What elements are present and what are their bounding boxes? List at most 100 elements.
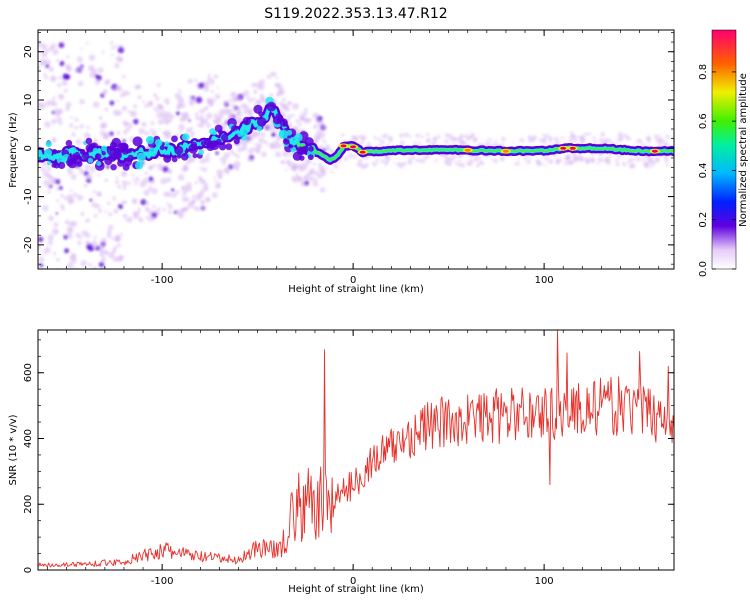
spectrogram-cell (318, 131, 326, 139)
spectrogram-cell (92, 147, 99, 154)
spectrogram-cell (231, 94, 235, 97)
spectrogram-cell (617, 131, 623, 137)
spectrogram-cell (53, 222, 59, 228)
spectrogram-cell (97, 67, 104, 74)
spectrogram-cell (148, 101, 153, 107)
spectrogram-cell (66, 159, 74, 167)
spectrogram-cell (304, 180, 310, 186)
spectrogram-cell (65, 101, 72, 108)
spectrogram-cell (127, 181, 132, 186)
spectrogram-cell (150, 130, 158, 137)
spectrogram-cell (78, 235, 82, 240)
spectrogram-cell (40, 166, 46, 172)
spectrogram-cell (206, 112, 213, 120)
spectrogram-cell (122, 139, 126, 143)
spectrogram-cell (98, 261, 105, 268)
spectrogram-cell (106, 201, 111, 206)
spectrogram-cell (116, 256, 122, 262)
spectrogram-cell (476, 163, 481, 167)
spectrogram-cell (523, 156, 528, 161)
spectrogram-cell (122, 186, 127, 190)
spectrogram-cell (231, 164, 238, 170)
spectrogram-cell (607, 138, 612, 143)
spectrogram-cell (629, 157, 633, 162)
spectrogram-cell (42, 251, 47, 256)
spectrogram-cell (233, 138, 240, 145)
spectrogram-cell (137, 210, 141, 214)
spectrogram-cell (658, 143, 662, 148)
spectrogram-cell (646, 144, 650, 147)
spectrogram-cell (462, 141, 468, 146)
spectrogram-cell (217, 117, 222, 123)
spectrogram-cell (145, 136, 155, 145)
spectrogram-cell (131, 173, 135, 177)
spectrogram-cell (140, 199, 147, 206)
spectrogram-cell (214, 183, 221, 189)
spectrogram-cell (108, 212, 113, 217)
spectrogram-cell (304, 111, 307, 115)
spectrogram-cell (171, 135, 178, 143)
spectrogram-cell (348, 151, 352, 156)
spectrogram-cell (247, 156, 253, 162)
spectrogram-cell (292, 164, 298, 170)
spectrogram-cell (403, 132, 409, 138)
spectrogram-cell (175, 190, 180, 195)
spectrogram-cell (159, 145, 165, 151)
spectrogram-cell (300, 112, 303, 115)
spectrogram-cell (185, 127, 191, 134)
spectrogram-cell (177, 174, 185, 181)
spectrogram-cell (180, 207, 186, 213)
spectrogram-cell (116, 131, 121, 136)
spectrogram-cell (81, 152, 90, 160)
spectrogram-cell (132, 200, 137, 204)
spectrogram-cell (127, 217, 133, 223)
spectrogram-cell (122, 143, 129, 150)
spectrogram-cell (52, 96, 56, 100)
spectrogram-cell (159, 105, 165, 111)
spectrogram-cell (104, 107, 109, 112)
spectrogram-cell (156, 112, 162, 119)
spectrogram-cell (303, 108, 308, 113)
spectrogram-cell (133, 211, 140, 218)
spectrogram-cell (278, 101, 284, 107)
spectrogram-cell (95, 74, 102, 81)
spectrogram-cell (85, 137, 93, 145)
spectrogram-cell (168, 204, 173, 209)
spectrogram-cell (77, 240, 82, 246)
spectrogram-cell (270, 72, 275, 76)
spectrogram-cell (266, 101, 277, 112)
spectrogram-cell (68, 221, 75, 228)
spectrogram-cell (41, 50, 48, 58)
spectrogram-cell (554, 140, 560, 146)
spectrogram-cell (70, 174, 77, 180)
spectrogram-cell (69, 236, 73, 240)
spectrogram-cell (162, 207, 166, 212)
spectrogram-cell (201, 179, 207, 185)
spectrogram-cell (38, 197, 42, 201)
spectrogram-cell (527, 138, 532, 143)
x-tick-label: 0 (350, 275, 356, 286)
spectrogram-cell (308, 118, 312, 122)
spectrogram-cell (322, 125, 327, 130)
spectrogram-cell (415, 159, 419, 163)
spectrogram-cell (49, 75, 57, 83)
spectrogram-cell (349, 154, 354, 159)
spectrogram-cell (77, 80, 84, 87)
spectrogram-cell (204, 118, 208, 122)
spectrogram-cell (634, 142, 636, 145)
spectrogram-cell (639, 139, 643, 143)
spectrogram-cell (63, 89, 68, 93)
spectrogram-cell (490, 158, 494, 162)
spectrogram-cell (418, 140, 421, 144)
spectrogram-cell (645, 135, 651, 141)
spectrogram-cell (110, 41, 114, 45)
spectrogram-cell (386, 156, 391, 161)
spectrogram-cell (194, 78, 198, 82)
spectrogram-cell (559, 158, 563, 162)
spectrogram-cell (573, 139, 578, 143)
spectrogram-cell (195, 194, 202, 201)
spectrogram-cell (211, 90, 215, 94)
spectrogram-cell (437, 134, 441, 139)
spectrogram-cell (473, 136, 478, 141)
spectrogram-cell (109, 131, 114, 137)
